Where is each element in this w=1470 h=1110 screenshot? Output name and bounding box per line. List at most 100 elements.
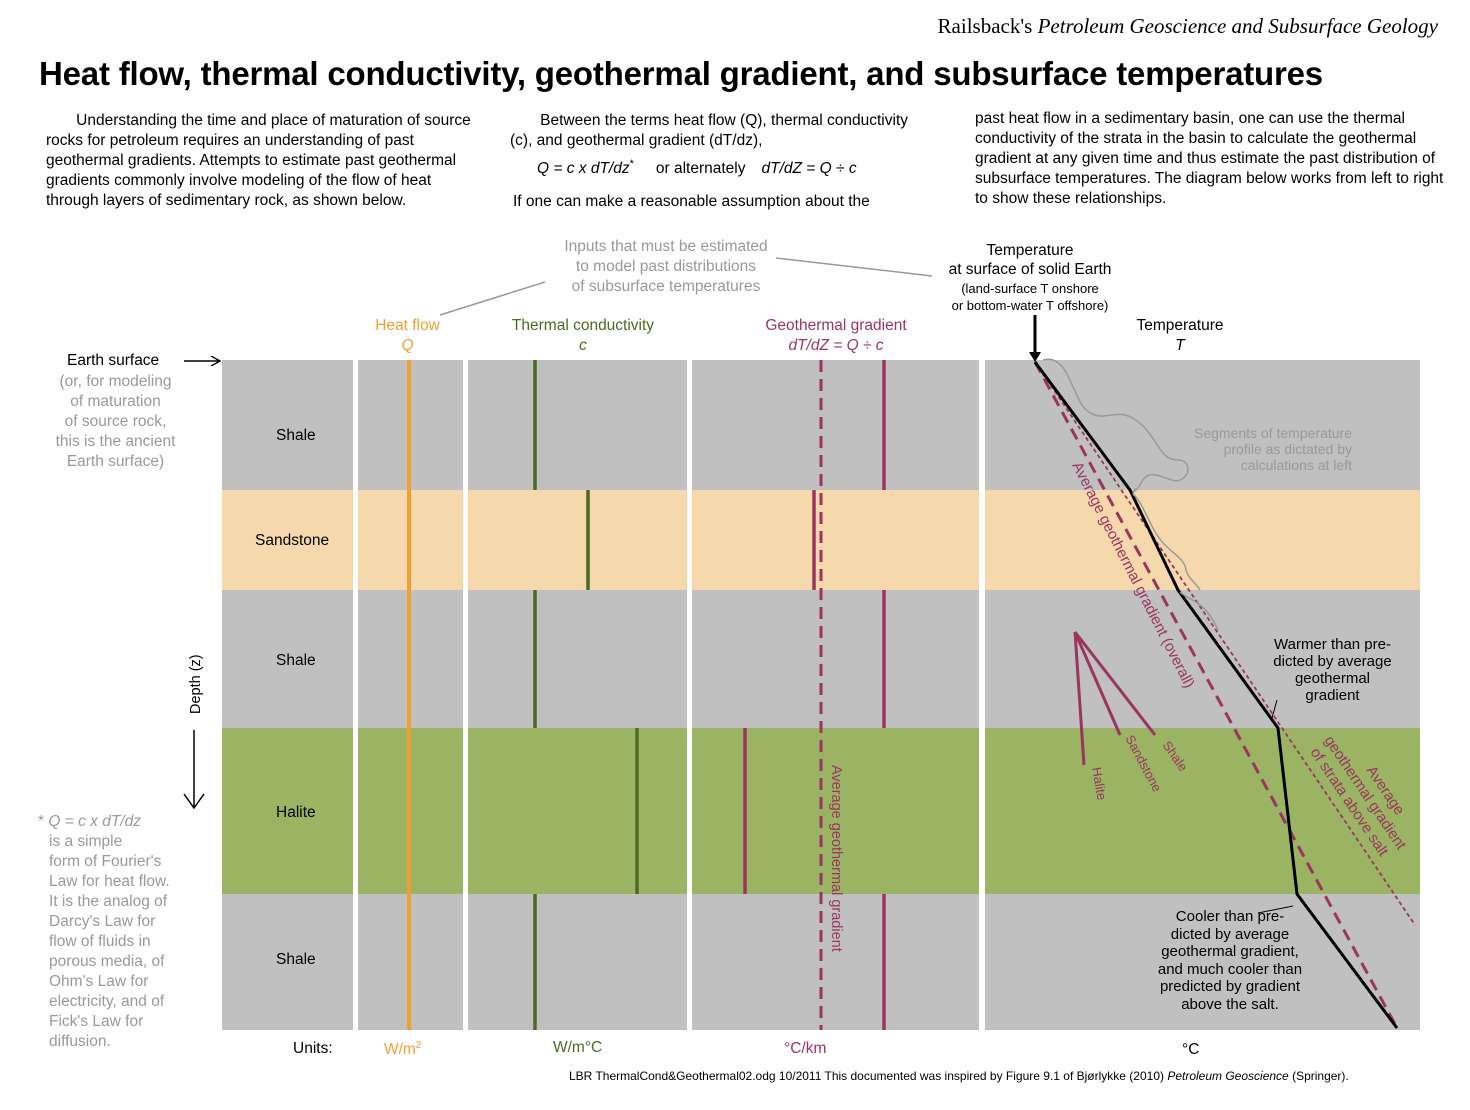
footnote-line-4: It is the analog of — [49, 893, 168, 910]
warmer-note-2: dicted by average — [1273, 653, 1392, 670]
segments-note: Segments of temperature profile as dicta… — [1150, 425, 1352, 473]
depth-arrowhead — [183, 793, 205, 810]
warmer-note: Warmer than pre- dicted by average geoth… — [1250, 636, 1415, 704]
conductivity-unit: W/m°C — [553, 1039, 603, 1056]
equation-line: Q = c x dT/dz* or alternately dT/dZ = Q ÷ … — [537, 158, 857, 178]
surface-temp-offshore: or bottom-water T offshore) — [951, 298, 1109, 313]
footnote-line-11: diffusion. — [49, 1033, 111, 1050]
gradient-symbol: dT/dZ = Q ÷ c — [788, 337, 884, 354]
column-separators — [353, 355, 985, 1035]
intro-paragraph-2: Between the terms heat flow (Q), thermal… — [510, 111, 930, 151]
intro-col2-end: If one can make a reasonable assumption … — [513, 193, 870, 210]
temperature-header: Temperature T — [1110, 316, 1250, 356]
overall-average-gradient-line — [1033, 361, 1398, 1027]
surface-temp-onshore: (land-surface T onshore — [961, 281, 1099, 296]
footnote-line-8: Ohm's Law for — [49, 973, 149, 990]
footer-text: LBR ThermalCond&Geothermal02.odg 10/2011… — [569, 1069, 1168, 1083]
surface-temp-subtitle: at surface of solid Earth — [948, 261, 1112, 278]
warmer-note-3: geothermal — [1294, 670, 1371, 687]
heat-flow-unit-sup: 2 — [415, 1040, 422, 1051]
heat-flow-symbol: Q — [401, 337, 414, 354]
warmer-leader — [1271, 699, 1278, 719]
gradient-header: Geothermal gradient dT/dZ = Q ÷ c — [736, 316, 936, 356]
warmer-note-1: Warmer than pre- — [1274, 636, 1391, 653]
heat-flow-header: Heat flow Q — [340, 316, 475, 356]
footer-citation: LBR ThermalCond&Geothermal02.odg 10/2011… — [569, 1069, 1349, 1083]
conductivity-symbol: c — [579, 337, 587, 354]
earth-surface-note: (or, for modeling of maturation of sourc… — [38, 372, 193, 472]
footnote-line-1: is a simple — [49, 833, 123, 850]
temperature-profile-line — [1033, 361, 1399, 1029]
conductivity-header: Thermal conductivity c — [483, 316, 683, 356]
footnote-line-9: electricity, and of — [49, 993, 165, 1010]
heat-flow-title: Heat flow — [375, 317, 440, 334]
layer-label-sandstone: Sandstone — [255, 532, 330, 549]
footnote-line-10: Fick's Law for — [49, 1013, 144, 1030]
cooler-note-4: and much cooler than — [1157, 960, 1303, 978]
inputs-note-line-1: Inputs that must be estimated — [564, 238, 768, 255]
surface-temperature-note: Temperature at surface of solid Earth (l… — [920, 241, 1140, 314]
heat-flow-unit-base: W/m — [384, 1041, 416, 1059]
fan-label-halite: Halite — [1089, 766, 1110, 801]
inputs-note-line-3: of subsurface temperatures — [571, 278, 761, 295]
equation-star: * — [629, 158, 634, 170]
inputs-note: Inputs that must be estimated to model p… — [536, 237, 796, 297]
page-title: Heat flow, thermal conductivity, geother… — [39, 55, 1323, 92]
units-label: Units: — [293, 1040, 333, 1057]
layer-band-halite — [222, 728, 1420, 894]
layer-label-shale-1: Shale — [276, 427, 316, 444]
segment-braces — [1042, 358, 1219, 631]
temperature-symbol: T — [1175, 337, 1185, 354]
cooler-note: Cooler than pre- dicted by average geoth… — [1125, 908, 1335, 1013]
conductivity-segments — [533, 360, 639, 1030]
cooler-note-3: geothermal gradient, — [1161, 943, 1299, 960]
temperature-title: Temperature — [1136, 317, 1224, 334]
footnote-line-7: porous media, of — [49, 953, 165, 970]
earth-surface-label: Earth surface — [67, 352, 160, 369]
equation-alt: dT/dZ = Q ÷ c — [761, 160, 857, 178]
conductivity-title: Thermal conductivity — [511, 317, 655, 334]
cooler-note-5: predicted by gradient — [1159, 978, 1301, 995]
cooler-note-2: dicted by average — [1170, 925, 1290, 943]
equation-main: Q = c x dT/dz — [537, 160, 630, 178]
above-salt-gradient-line — [1034, 361, 1416, 926]
earth-surface-note-1: (or, for modeling — [59, 373, 172, 390]
equation-or: or alternately — [655, 160, 746, 178]
depth-axis-label: Depth (z) — [188, 654, 204, 714]
inputs-connectors — [439, 257, 933, 316]
gradient-unit: °C/km — [784, 1040, 827, 1057]
segments-note-2: profile as dictated by — [1223, 441, 1352, 457]
footnote-line-6: flow of fluids in — [49, 933, 151, 950]
warmer-note-4: gradient — [1305, 687, 1360, 704]
footer-publisher: (Springer). — [1288, 1069, 1349, 1083]
intro-col2-text: Between the terms heat flow (Q), thermal… — [510, 112, 909, 149]
footnote-line-3: Law for heat flow. — [49, 873, 170, 890]
intro-col1-text: Understanding the time and place of matu… — [46, 112, 471, 209]
footnote-line-2: form of Fourier's — [49, 853, 162, 870]
footnote-equation: Q = c x dT/dz — [48, 813, 141, 830]
cooler-note-6: above the salt. — [1181, 995, 1279, 1013]
credit-prefix: Railsback's — [937, 14, 1038, 38]
source-credit: Railsback's Petroleum Geoscience and Sub… — [938, 14, 1438, 39]
gradient-title: Geothermal gradient — [765, 317, 907, 334]
gradient-segments — [743, 360, 886, 1030]
temperature-unit: °C — [1182, 1041, 1200, 1058]
credit-book: Petroleum Geoscience and Subsurface Geol… — [1037, 14, 1438, 38]
intro-paragraph-1: Understanding the time and place of matu… — [46, 111, 486, 211]
segments-note-1: Segments of temperature — [1194, 425, 1352, 441]
intro-paragraph-3: past heat flow in a sedimentary basin, o… — [975, 110, 1444, 207]
layer-label-halite: Halite — [276, 804, 316, 821]
heat-flow-unit: W/m2 — [384, 1040, 421, 1059]
cooler-leader — [1257, 905, 1294, 914]
inputs-note-line-2: to model past distributions — [575, 258, 757, 275]
surface-temperature-arrowhead — [1029, 352, 1041, 362]
segments-note-3: calculations at left — [1240, 457, 1352, 473]
earth-surface-note-2: of maturation — [70, 393, 161, 410]
earth-surface-note-3: of source rock, — [64, 413, 167, 430]
footnote-star: * — [38, 813, 45, 830]
layer-label-shale-3: Shale — [276, 951, 316, 968]
layer-label-shale-2: Shale — [276, 652, 316, 669]
footnote-line-5: Darcy's Law for — [49, 913, 156, 930]
cooler-note-1: Cooler than pre- — [1175, 908, 1285, 925]
